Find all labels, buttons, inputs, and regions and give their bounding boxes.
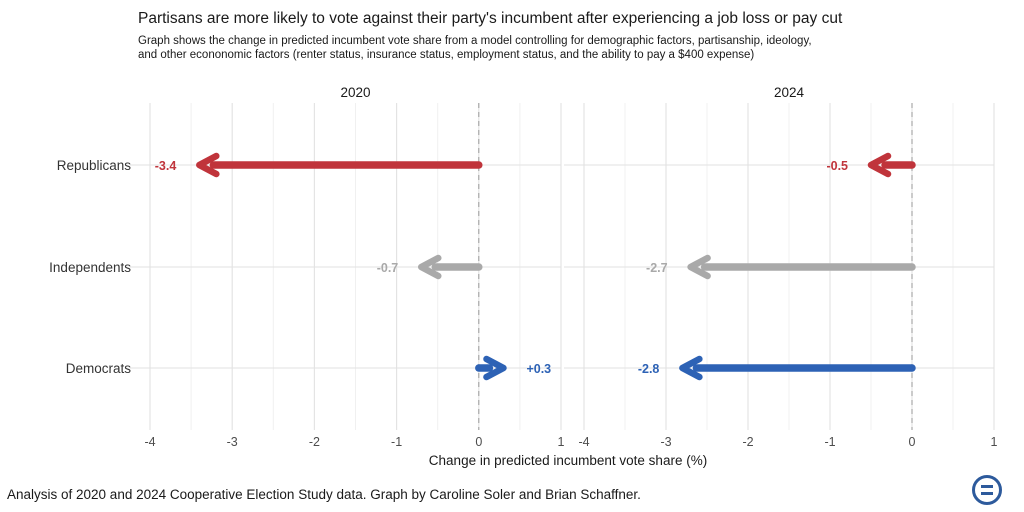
subtitle-line-2: and other econonomic factors (renter sta… <box>138 49 755 61</box>
chart-title: Partisans are more likely to vote agains… <box>138 10 843 27</box>
panel-2020-democrats-value-label: +0.3 <box>526 362 551 376</box>
panel-2020-x-tick-label: 1 <box>558 435 565 449</box>
panel-2024-x-tick-label: -2 <box>742 435 753 449</box>
panel-2020-x-tick-label: -2 <box>309 435 320 449</box>
panel-2020-x-tick-label: 0 <box>475 435 482 449</box>
panel-2024-x-tick-label: -1 <box>824 435 835 449</box>
panel-2020-x-tick-label: -1 <box>391 435 402 449</box>
panel-2020-independents-arrow-head <box>418 254 442 280</box>
panel-2020-republicans-value-label: -3.4 <box>155 159 177 173</box>
category-label-democrats: Democrats <box>66 361 132 376</box>
panel-2020-independents-value-label: -0.7 <box>377 261 399 275</box>
source-caption: Analysis of 2020 and 2024 Cooperative El… <box>7 487 641 502</box>
panel-2024-x-tick-label: 1 <box>991 435 998 449</box>
panel-2020-democrats-arrow-head <box>483 355 507 381</box>
panel-2024-x-tick-label: -3 <box>660 435 671 449</box>
panel-2024-independents-value-label: -2.7 <box>646 261 668 275</box>
chart-subtitle: Graph shows the change in predicted incu… <box>138 34 898 62</box>
panel-2020-republicans-arrow-head <box>196 152 220 178</box>
panel-2024-democrats-value-label: -2.8 <box>638 362 660 376</box>
category-label-independents: Independents <box>49 260 131 275</box>
subtitle-line-1: Graph shows the change in predicted incu… <box>138 35 812 47</box>
panel-2024-x-tick-label: 0 <box>909 435 916 449</box>
category-label-republicans: Republicans <box>57 158 132 173</box>
panel-2024-independents-arrow-head <box>687 254 711 280</box>
panel-2024-strip-title: 2024 <box>774 85 805 100</box>
panel-2024-republicans-value-label: -0.5 <box>826 159 848 173</box>
panel-2024-x-tick-label: -4 <box>578 435 589 449</box>
x-axis-label: Change in predicted incumbent vote share… <box>429 453 707 468</box>
ces-logo-icon <box>972 475 1002 505</box>
panel-2020-strip-title: 2020 <box>340 85 370 100</box>
panel-2020-x-tick-label: -4 <box>144 435 155 449</box>
panel-2024-democrats-arrow-head <box>679 355 703 381</box>
panel-2020-x-tick-label: -3 <box>227 435 238 449</box>
panel-2024-republicans-arrow-head <box>867 152 892 178</box>
